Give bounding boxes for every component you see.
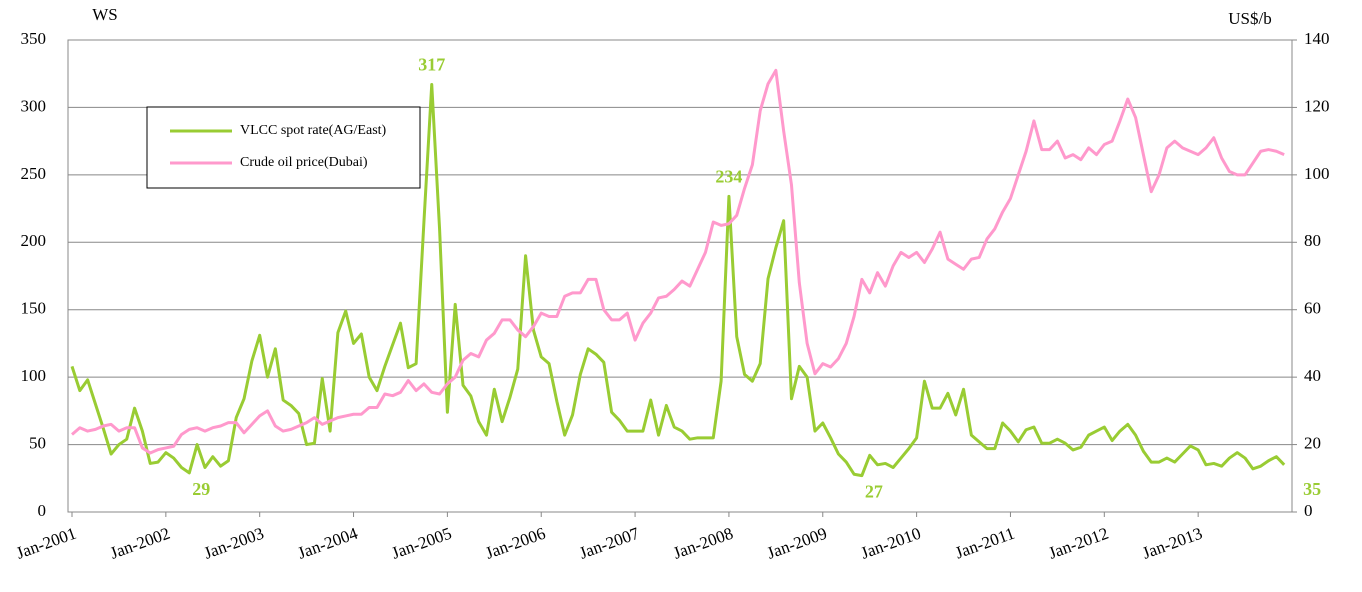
x-tick-label: Jan-2010 <box>858 524 923 563</box>
x-tick-label: Jan-2011 <box>953 524 1017 563</box>
y2-tick-label: 0 <box>1304 501 1313 520</box>
y2-tick-label: 140 <box>1304 29 1330 48</box>
y2-tick-label: 120 <box>1304 96 1330 115</box>
y-tick-label: 150 <box>21 299 47 318</box>
x-tick-label: Jan-2009 <box>764 524 829 563</box>
y-tick-label: 350 <box>21 29 47 48</box>
value-label: 317 <box>418 55 445 75</box>
value-label: 234 <box>715 167 742 187</box>
y2-tick-label: 100 <box>1304 164 1330 183</box>
y2-tick-label: 40 <box>1304 366 1321 385</box>
series-line <box>70 83 1286 478</box>
y2-tick-label: 20 <box>1304 433 1321 452</box>
x-tick-label: Jan-2001 <box>14 524 79 563</box>
x-tick-label: Jan-2006 <box>483 524 548 563</box>
value-label: 35 <box>1303 479 1321 499</box>
y-tick-label: 100 <box>21 366 47 385</box>
y-tick-label: 50 <box>29 433 46 452</box>
x-tick-label: Jan-2008 <box>671 524 736 563</box>
y-tick-label: 0 <box>38 501 47 520</box>
y2-tick-label: 80 <box>1304 231 1321 250</box>
x-tick-label: Jan-2007 <box>577 523 643 562</box>
x-tick-label: Jan-2005 <box>389 524 454 563</box>
y-tick-label: 300 <box>21 96 47 115</box>
x-tick-label: Jan-2012 <box>1046 524 1111 563</box>
legend-label: Crude oil price(Dubai) <box>240 155 368 170</box>
y-tick-label: 200 <box>21 231 47 250</box>
plot-frame <box>67 39 1293 513</box>
series-line <box>71 68 1285 455</box>
legend: VLCC spot rate(AG/East) Crude oil price(D… <box>146 106 421 189</box>
x-tick-label: Jan-2002 <box>107 524 172 563</box>
y-axis-title: WS <box>92 5 118 24</box>
y-tick-label: 250 <box>21 164 47 183</box>
x-tick-label: Jan-2003 <box>201 524 266 563</box>
x-tick-label: Jan-2004 <box>295 523 361 562</box>
y2-axis-title: US$/b <box>1228 9 1271 28</box>
value-label: 29 <box>192 479 210 499</box>
legend-box <box>146 106 421 189</box>
x-tick-label: Jan-2013 <box>1140 524 1205 563</box>
legend-label: VLCC spot rate(AG/East) <box>240 123 387 138</box>
y2-tick-label: 60 <box>1304 299 1321 318</box>
value-label: 27 <box>865 482 883 502</box>
